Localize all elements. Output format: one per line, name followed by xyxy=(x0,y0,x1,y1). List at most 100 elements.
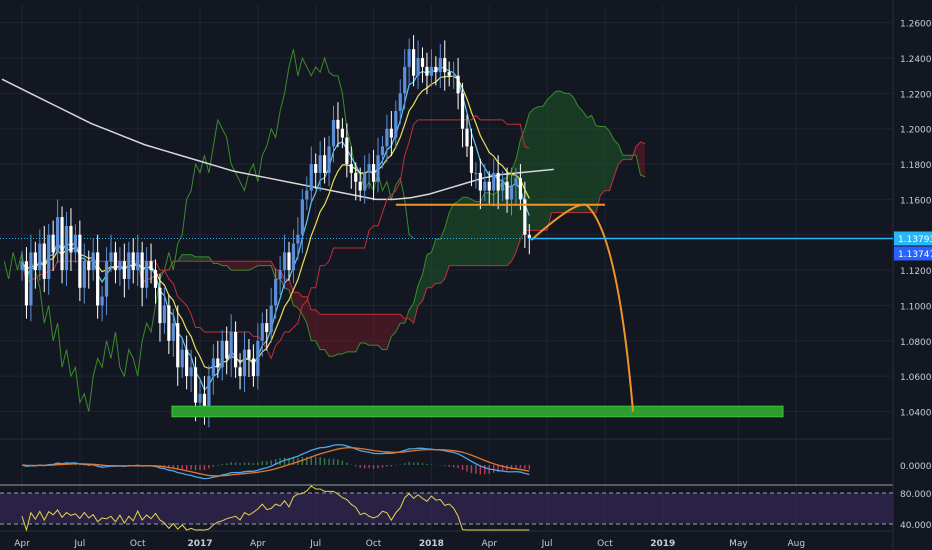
ichimoku-cloud-segment xyxy=(471,199,476,266)
ichimoku-cloud-segment xyxy=(195,256,200,262)
candle-up xyxy=(380,146,385,156)
ichimoku-cloud-segment xyxy=(333,314,338,357)
candle-down xyxy=(78,234,82,288)
candle-up xyxy=(318,155,322,173)
candle-up xyxy=(82,261,86,288)
ichimoku-cloud-segment xyxy=(289,278,294,306)
y-tick-label: 1.26000 xyxy=(900,20,932,30)
candle-down xyxy=(167,305,171,341)
candle-up xyxy=(376,155,380,182)
candle-up xyxy=(29,252,33,306)
candle-down xyxy=(345,137,349,165)
candle-up xyxy=(501,181,505,191)
candle-down xyxy=(122,261,126,279)
ichimoku-cloud-segment xyxy=(618,144,623,165)
candle-up xyxy=(398,93,402,112)
candle-down xyxy=(443,58,447,73)
candle-down xyxy=(225,340,229,359)
ichimoku-cloud-segment xyxy=(235,261,241,271)
ichimoku-cloud-segment xyxy=(636,141,641,176)
ichimoku-cloud-segment xyxy=(453,201,459,266)
ichimoku-cloud-segment xyxy=(329,314,334,357)
candle-up xyxy=(492,172,496,191)
candle-up xyxy=(109,252,113,262)
ichimoku-cloud-segment xyxy=(373,314,378,346)
rsi-80-label: 80.0000 xyxy=(900,490,932,500)
candle-up xyxy=(363,172,367,191)
candle-up xyxy=(145,261,149,288)
candle-down xyxy=(202,393,207,412)
candle-up xyxy=(91,252,95,271)
x-tick-label: Oct xyxy=(366,539,382,549)
price-tag-prev: 1.13747 xyxy=(898,250,932,260)
ichimoku-cloud-segment xyxy=(640,141,645,177)
ichimoku-cloud-segment xyxy=(569,93,574,213)
y-tick-label: 1.10000 xyxy=(900,302,932,312)
ichimoku-cloud-segment xyxy=(324,314,330,357)
candle-up xyxy=(189,367,193,377)
candle-up xyxy=(198,393,202,403)
ichimoku-cloud-segment xyxy=(431,239,436,288)
ichimoku-cloud-segment xyxy=(382,314,387,350)
candle-down xyxy=(523,199,527,235)
candle-up xyxy=(104,261,109,297)
candle-up xyxy=(509,185,514,200)
ichimoku-cloud-segment xyxy=(391,314,396,337)
ichimoku-cloud-segment xyxy=(529,108,534,231)
candle-down xyxy=(469,146,474,173)
candle-down xyxy=(314,164,318,173)
ichimoku-cloud-segment xyxy=(600,126,605,195)
ichimoku-cloud-segment xyxy=(515,139,521,253)
candle-up xyxy=(483,181,487,191)
candle-down xyxy=(358,181,362,191)
ichimoku-cloud-segment xyxy=(257,261,263,266)
candle-up xyxy=(256,340,260,377)
ichimoku-cloud-segment xyxy=(346,314,352,352)
y-tick-label: 1.16000 xyxy=(900,196,932,206)
candle-up xyxy=(242,349,247,377)
candle-down xyxy=(234,331,238,368)
ichimoku-cloud-segment xyxy=(551,91,556,213)
ichimoku-cloud-segment xyxy=(418,274,423,306)
candle-up xyxy=(416,58,420,76)
ichimoku-cloud-segment xyxy=(426,252,432,288)
macd-line xyxy=(21,444,530,480)
candle-up xyxy=(278,270,282,279)
candle-up xyxy=(64,225,69,271)
candle-down xyxy=(96,252,100,306)
rsi-40-label: 40.0000 xyxy=(900,521,932,531)
candle-down xyxy=(131,252,135,271)
ichimoku-cloud-segment xyxy=(369,314,374,346)
ichimoku-cloud-segment xyxy=(560,91,565,213)
candle-up xyxy=(291,243,296,271)
ichimoku-cloud-segment xyxy=(262,261,267,266)
ichimoku-cloud-segment xyxy=(547,95,552,231)
ichimoku-cloud-segment xyxy=(386,314,392,350)
candle-down xyxy=(371,164,376,182)
ichimoku-cloud-segment xyxy=(587,115,592,213)
ichimoku-cloud-segment xyxy=(240,261,245,271)
candle-down xyxy=(425,66,429,76)
x-tick-label: Oct xyxy=(130,539,146,549)
chikou-span xyxy=(3,49,414,412)
ichimoku-cloud-segment xyxy=(556,91,561,213)
candle-up xyxy=(367,164,371,173)
y-tick-label: 1.08000 xyxy=(900,338,932,348)
candle-up xyxy=(73,234,77,253)
x-tick-label: 2017 xyxy=(187,539,212,549)
candle-up xyxy=(331,119,336,147)
candle-down xyxy=(412,49,416,76)
ichimoku-cloud-segment xyxy=(204,256,209,262)
candle-up xyxy=(47,234,51,279)
ichimoku-cloud-segment xyxy=(186,254,192,262)
ichimoku-cloud-segment xyxy=(378,314,383,350)
x-tick-label: Oct xyxy=(597,539,613,549)
candle-up xyxy=(136,252,140,271)
x-tick-label: May xyxy=(729,539,748,549)
ichimoku-cloud-segment xyxy=(266,261,272,266)
macd-signal-line xyxy=(21,447,530,477)
ichimoku-cloud-segment xyxy=(413,285,419,324)
candle-down xyxy=(193,367,198,403)
candle-up xyxy=(309,164,313,191)
